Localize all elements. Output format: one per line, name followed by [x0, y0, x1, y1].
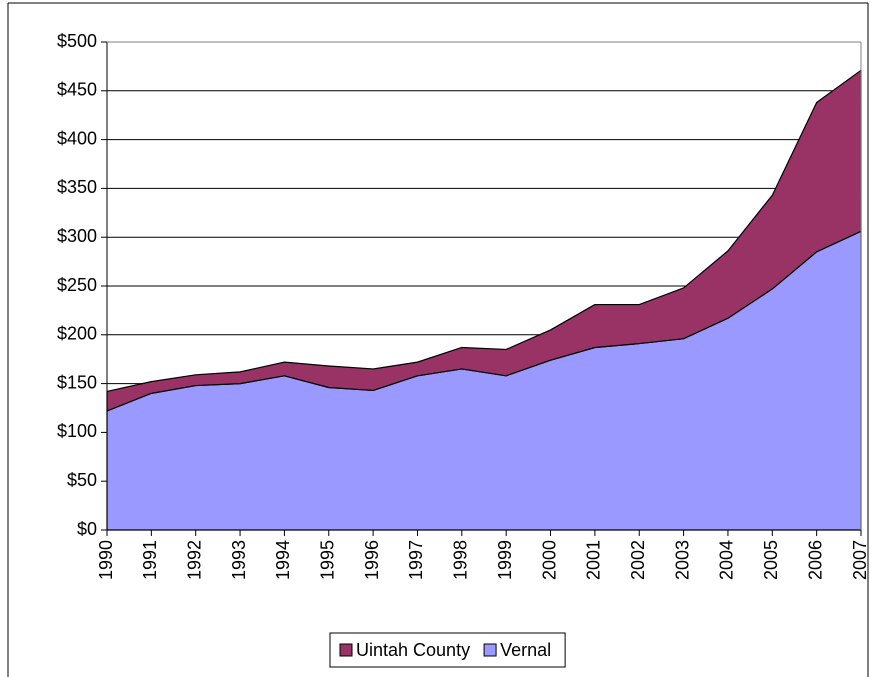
x-tick-label: 2006 — [805, 540, 825, 580]
legend-swatch — [483, 643, 497, 657]
x-tick-label: 1996 — [362, 540, 382, 580]
x-tick-label: 2003 — [672, 540, 692, 580]
x-tick-label: 2000 — [539, 540, 559, 580]
x-tick-label: 1993 — [229, 540, 249, 580]
legend-label: Vernal — [500, 640, 551, 660]
legend-label: Uintah County — [356, 640, 470, 660]
y-tick-label: $100 — [57, 421, 97, 441]
x-tick-label: 1990 — [96, 540, 116, 580]
x-tick-label: 2002 — [628, 540, 648, 580]
x-tick-label: 1999 — [495, 540, 515, 580]
x-tick-label: 1994 — [273, 540, 293, 580]
y-tick-label: $250 — [57, 275, 97, 295]
x-tick-label: 2007 — [850, 540, 870, 580]
x-tick-label: 2001 — [584, 540, 604, 580]
y-tick-label: $500 — [57, 31, 97, 51]
x-tick-label: 1995 — [318, 540, 338, 580]
y-tick-label: $300 — [57, 226, 97, 246]
y-tick-label: $200 — [57, 324, 97, 344]
x-tick-label: 1991 — [140, 540, 160, 580]
legend-swatch — [339, 643, 353, 657]
y-tick-label: $450 — [57, 80, 97, 100]
y-tick-label: $400 — [57, 128, 97, 148]
y-tick-label: $150 — [57, 372, 97, 392]
y-tick-label: $0 — [77, 519, 97, 539]
x-tick-label: 1992 — [184, 540, 204, 580]
legend-box — [329, 632, 566, 668]
legend: Uintah County Vernal — [329, 632, 566, 668]
x-tick-label: 1997 — [406, 540, 426, 580]
x-tick-label: 2005 — [761, 540, 781, 580]
x-tick-label: 2004 — [717, 540, 737, 580]
y-tick-label: $350 — [57, 177, 97, 197]
y-tick-label: $50 — [67, 470, 97, 490]
x-tick-label: 1998 — [451, 540, 471, 580]
